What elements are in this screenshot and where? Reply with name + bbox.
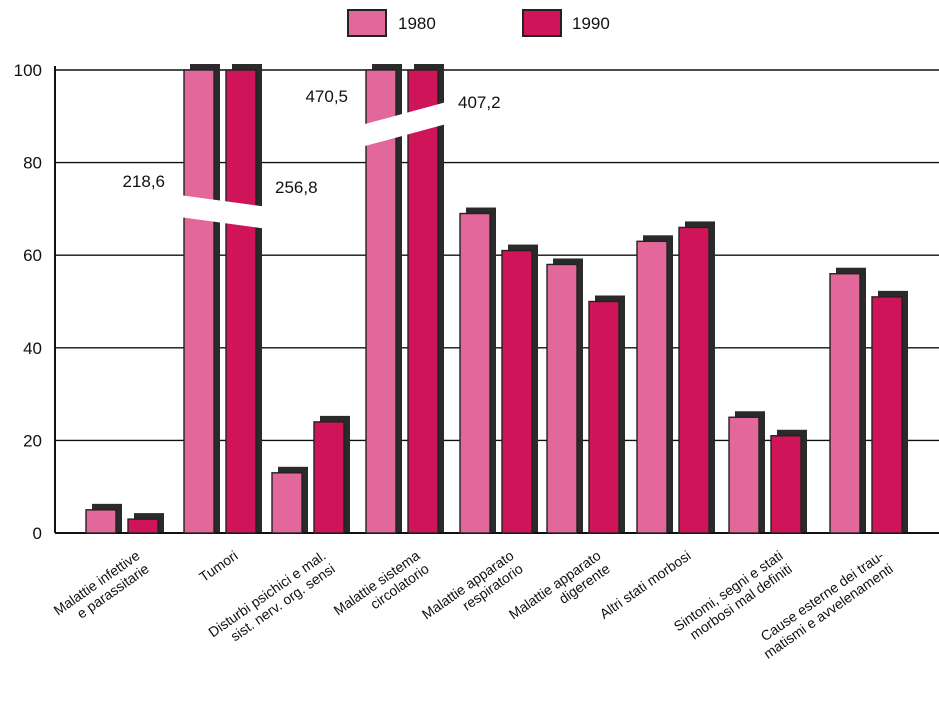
value-label-1990-malattie-sistema-circolatorio: 407,2 — [458, 93, 501, 112]
bar-malattie-infettive-e-parassitarie-1990 — [127, 518, 159, 534]
y-tick-label-40: 40 — [23, 339, 42, 358]
x-tick-label-line: Altri stati morbosi — [596, 547, 693, 622]
x-tick-label-tumori: Tumori — [196, 547, 240, 585]
value-label-1980-tumori: 218,6 — [122, 172, 165, 191]
bar-cause-esterne-dei-trau-matismi-e-avvelenamenti-1990 — [871, 296, 903, 534]
legend-label-1980: 1980 — [398, 14, 436, 33]
bar-tumori-1990 — [225, 69, 257, 534]
bar-altri-stati-morbosi-1990 — [678, 226, 710, 534]
y-tick-label-100: 100 — [14, 61, 42, 80]
bar-tumori-1980 — [183, 69, 215, 534]
y-tick-label-20: 20 — [23, 431, 42, 450]
x-tick-label-altri-stati-morbosi: Altri stati morbosi — [596, 547, 693, 622]
bar-disturbi-psichici-e-mal-sist-nerv-org-sensi-1990 — [313, 421, 345, 534]
legend: 1980 1990 — [347, 9, 610, 37]
bar-sintomi-segni-e-stati-morbosi-mal-definiti-1980 — [728, 416, 760, 534]
bar-altri-stati-morbosi-1980 — [636, 240, 668, 534]
axis-break-circolatorio — [354, 101, 450, 149]
bar-malattie-sistema-circolatorio-1980 — [365, 69, 397, 534]
bar-sintomi-segni-e-stati-morbosi-mal-definiti-1990 — [770, 435, 802, 534]
axis-break-tumori — [172, 194, 268, 229]
bars — [85, 64, 908, 534]
legend-swatch-1980 — [347, 9, 387, 37]
bar-malattie-sistema-circolatorio-1990 — [407, 69, 439, 534]
y-tick-label-60: 60 — [23, 246, 42, 265]
legend-label-1990: 1990 — [572, 14, 610, 33]
value-label-1980-malattie-sistema-circolatorio: 470,5 — [305, 87, 348, 106]
bar-cause-esterne-dei-trau-matismi-e-avvelenamenti-1980 — [829, 273, 861, 534]
bar-malattie-infettive-e-parassitarie-1980 — [85, 509, 117, 534]
axis-breaks — [172, 101, 450, 229]
legend-swatch-1990 — [522, 9, 562, 37]
value-label-1990-tumori: 256,8 — [275, 178, 318, 197]
bar-malattie-apparato-respiratorio-1990 — [501, 249, 533, 534]
bar-disturbi-psichici-e-mal-sist-nerv-org-sensi-1980 — [271, 472, 303, 534]
bar-malattie-apparato-respiratorio-1980 — [459, 212, 491, 534]
x-tick-label-line: Tumori — [196, 547, 240, 585]
value-labels: 218,6 256,8 470,5 407,2 — [122, 87, 500, 197]
bar-malattie-apparato-digerente-1980 — [546, 263, 578, 534]
y-axis-ticks: 0 20 40 60 80 100 — [14, 61, 42, 543]
bar-malattie-apparato-digerente-1990 — [588, 300, 620, 534]
y-tick-label-0: 0 — [33, 524, 42, 543]
y-tick-label-80: 80 — [23, 154, 42, 173]
